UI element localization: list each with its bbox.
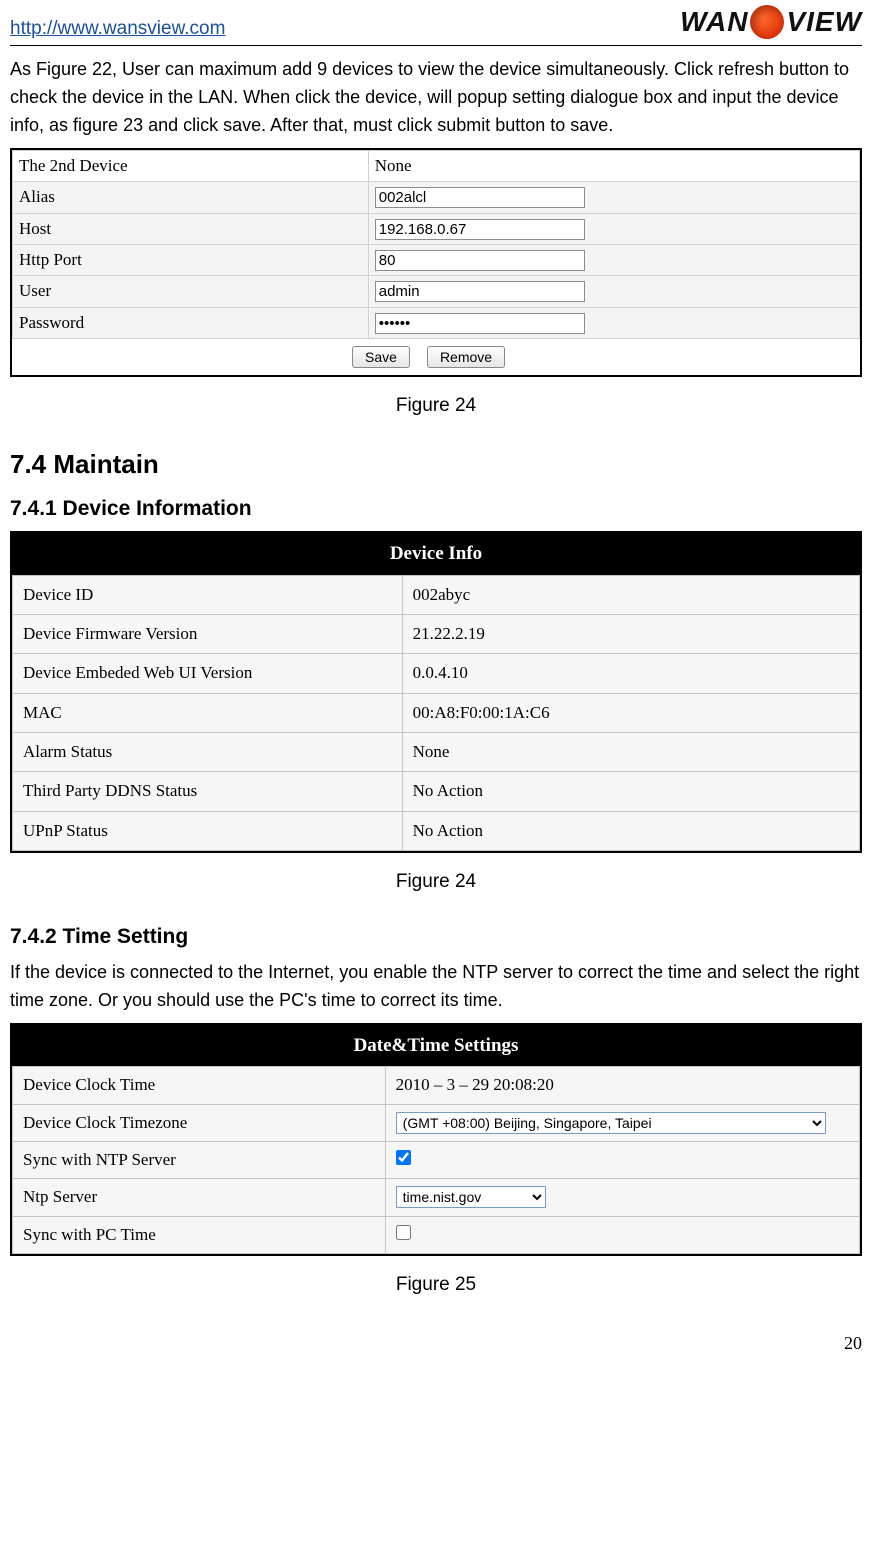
dt-key: Sync with PC Time <box>13 1216 386 1253</box>
device-info-panel: Device Info Device ID002abyc Device Firm… <box>10 531 862 853</box>
ntpserver-select[interactable]: time.nist.gov <box>396 1186 546 1208</box>
remove-button[interactable]: Remove <box>427 346 505 368</box>
dt-key: Device Clock Time <box>13 1067 386 1104</box>
row-label: User <box>13 276 369 307</box>
section-7-4-1: 7.4.1 Device Information <box>10 493 862 526</box>
dialog-head-left: The 2nd Device <box>13 151 369 182</box>
row-label: Alias <box>13 182 369 213</box>
datetime-panel: Date&Time Settings Device Clock Time 201… <box>10 1023 862 1256</box>
password-input[interactable] <box>375 313 585 334</box>
header-url-link[interactable]: http://www.wansview.com <box>10 14 225 43</box>
info-key: UPnP Status <box>13 811 403 850</box>
dt-key: Ntp Server <box>13 1179 386 1216</box>
alias-input[interactable] <box>375 187 585 208</box>
info-val: 00:A8:F0:00:1A:C6 <box>402 693 859 732</box>
logo-text-right: VIEW <box>786 0 862 43</box>
logo-text-left: WAN <box>680 0 748 43</box>
info-val: No Action <box>402 772 859 811</box>
info-val: 21.22.2.19 <box>402 615 859 654</box>
info-key: Alarm Status <box>13 733 403 772</box>
dt-val: 2010 – 3 – 29 20:08:20 <box>385 1067 859 1104</box>
host-input[interactable] <box>375 219 585 240</box>
user-input[interactable] <box>375 281 585 302</box>
info-key: Device Firmware Version <box>13 615 403 654</box>
info-key: Device Embeded Web UI Version <box>13 654 403 693</box>
sync-pc-checkbox[interactable] <box>396 1225 411 1240</box>
info-key: Device ID <box>13 575 403 614</box>
figure-caption: Figure 25 <box>10 1270 862 1299</box>
dt-key: Sync with NTP Server <box>13 1142 386 1179</box>
info-val: No Action <box>402 811 859 850</box>
info-key: MAC <box>13 693 403 732</box>
page-number: 20 <box>10 1330 862 1358</box>
dialog-head-right: None <box>368 151 859 182</box>
info-key: Third Party DDNS Status <box>13 772 403 811</box>
page-header: http://www.wansview.com WAN VIEW <box>10 0 862 46</box>
intro-paragraph: As Figure 22, User can maximum add 9 dev… <box>10 56 862 140</box>
sync-ntp-checkbox[interactable] <box>396 1150 411 1165</box>
device-info-title: Device Info <box>12 533 860 574</box>
row-label: Http Port <box>13 245 369 276</box>
httpport-input[interactable] <box>375 250 585 271</box>
section-7-4: 7.4 Maintain <box>10 444 862 484</box>
logo: WAN VIEW <box>680 0 862 43</box>
datetime-title: Date&Time Settings <box>12 1025 860 1066</box>
timezone-select[interactable]: (GMT +08:00) Beijing, Singapore, Taipei <box>396 1112 826 1134</box>
row-label: Password <box>13 307 369 338</box>
info-val: 002abyc <box>402 575 859 614</box>
dialog-buttons: Save Remove <box>12 339 860 375</box>
info-val: 0.0.4.10 <box>402 654 859 693</box>
dt-key: Device Clock Timezone <box>13 1104 386 1141</box>
row-label: Host <box>13 213 369 244</box>
time-paragraph: If the device is connected to the Intern… <box>10 959 862 1015</box>
figure-caption: Figure 24 <box>10 867 862 896</box>
device-dialog: The 2nd Device None Alias Host Http Port… <box>10 148 862 377</box>
section-7-4-2: 7.4.2 Time Setting <box>10 921 862 954</box>
save-button[interactable]: Save <box>352 346 410 368</box>
figure-caption: Figure 24 <box>10 391 862 420</box>
info-val: None <box>402 733 859 772</box>
logo-swirl-icon <box>750 5 784 39</box>
